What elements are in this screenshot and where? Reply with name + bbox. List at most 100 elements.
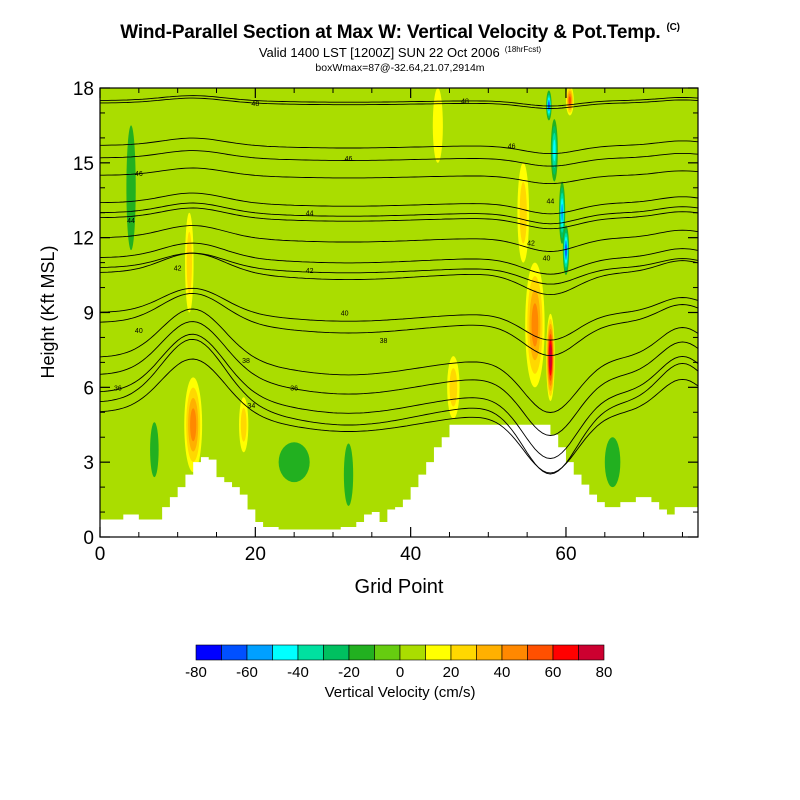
- theta-label-38: 38: [380, 338, 388, 345]
- box-wmax-info: boxWmax=87@-32.64,21.07,2914m: [315, 62, 485, 74]
- colorbar-tick-label: -80: [185, 664, 207, 681]
- colorbar-tick-label: -40: [287, 664, 309, 681]
- velocity-cell-10: [553, 139, 556, 162]
- theta-line-38: [100, 308, 698, 413]
- title-text: Wind-Parallel Section at Max W: Vertical…: [120, 22, 661, 43]
- x-tick-label: 40: [400, 544, 421, 565]
- theta-label-48: 48: [461, 98, 469, 105]
- theta-line-40: [100, 292, 698, 357]
- theta-label-46: 46: [508, 143, 516, 150]
- colorbar-swatch: [246, 644, 273, 661]
- theta-line-34: [100, 358, 698, 474]
- title-tag: (C): [666, 22, 680, 33]
- theta-line-38: [100, 321, 698, 436]
- theta-line-46: [100, 150, 698, 167]
- theta-line-42: [100, 252, 698, 285]
- velocity-cell-12: [565, 244, 567, 257]
- theta-label-40: 40: [341, 311, 349, 318]
- theta-line-36: [100, 338, 698, 475]
- colorbar-swatch: [348, 644, 375, 661]
- colorbar-tick-label: -20: [338, 664, 360, 681]
- theta-line-44: [100, 207, 698, 230]
- colorbar-swatch: [476, 644, 503, 661]
- theta-label-42: 42: [306, 268, 314, 275]
- colorbar-tick-label: 20: [443, 664, 460, 681]
- velocity-cell-5: [531, 303, 539, 347]
- theta-label-48: 48: [251, 101, 259, 108]
- colorbar-swatch: [399, 644, 426, 661]
- chart-subtitle: Valid 1400 LST [1200Z] SUN 22 Oct 2006 (1…: [0, 45, 800, 60]
- colorbar: -80 -60 -40 -20 0 20 40 60 80: [185, 644, 613, 681]
- terrain: [100, 424, 698, 537]
- colorbar-swatch: [195, 644, 222, 661]
- velocity-cell-15: [343, 443, 354, 506]
- y-tick-label: 0: [83, 528, 94, 549]
- colorbar-swatch: [578, 644, 605, 661]
- valid-time: Valid 1400 LST [1200Z] SUN 22 Oct 2006: [258, 45, 500, 60]
- velocity-cell-0: [190, 408, 197, 442]
- colorbar-swatch: [527, 644, 554, 661]
- theta-line-48: [100, 95, 698, 107]
- y-tick-label: 6: [83, 378, 94, 399]
- velocity-cell-7: [568, 96, 571, 105]
- velocity-cell-2: [240, 407, 247, 442]
- colorbar-tick-label: -60: [236, 664, 258, 681]
- colorbar-swatch: [374, 644, 401, 661]
- axes: 0 20 40 60 0 3 6 9 12 15 18: [73, 79, 698, 565]
- theta-line-40: [100, 287, 698, 341]
- theta-line-44: [100, 202, 698, 225]
- velocity-cell-8: [432, 88, 443, 163]
- x-tick-label: 60: [555, 544, 576, 565]
- chart-title: Wind-Parallel Section at Max W: Vertical…: [0, 22, 800, 44]
- colorbar-tick-label: 80: [596, 664, 613, 681]
- theta-line-46: [100, 167, 698, 185]
- velocity-cell-14: [278, 442, 310, 483]
- y-tick-label: 9: [83, 304, 94, 325]
- theta-label-46: 46: [135, 171, 143, 178]
- theta-line-36: [100, 333, 698, 459]
- theta-label-42: 42: [527, 241, 535, 248]
- velocity-field: [126, 88, 621, 506]
- theta-label-38: 38: [242, 358, 250, 365]
- theta-line-42: [100, 225, 698, 252]
- colorbar-swatch: [272, 644, 299, 661]
- theta-label-40: 40: [135, 328, 143, 335]
- x-tick-label: 20: [245, 544, 266, 565]
- theta-label-44: 44: [547, 198, 555, 205]
- colorbar-swatch: [425, 644, 452, 661]
- theta-label-46: 46: [345, 156, 353, 163]
- terrain-mask: [100, 424, 698, 537]
- y-tick-label: 18: [73, 79, 94, 100]
- velocity-cell-9: [548, 101, 550, 110]
- y-tick-label: 12: [73, 229, 94, 250]
- colorbar-swatch: [323, 644, 350, 661]
- theta-label-40: 40: [543, 256, 551, 263]
- velocity-cell-16: [604, 437, 621, 488]
- velocity-cell-6: [549, 349, 552, 366]
- colorbar-swatch: [501, 644, 528, 661]
- y-axis-label: Height (Kft MSL): [38, 245, 58, 378]
- colorbar-swatch: [297, 644, 324, 661]
- colorbar-swatch: [221, 644, 248, 661]
- colorbar-tick-label: 0: [396, 664, 404, 681]
- velocity-cell-17: [150, 422, 159, 478]
- velocity-cell-3: [449, 368, 458, 407]
- theta-label-44: 44: [127, 218, 135, 225]
- theta-line-40: [100, 242, 698, 275]
- colorbar-swatch: [450, 644, 477, 661]
- velocity-cell-1: [186, 231, 192, 294]
- theta-line-44: [100, 192, 698, 215]
- theta-line-46: [100, 137, 698, 155]
- theta-line-48: [100, 97, 698, 109]
- forecast-tag: (18hrFcst): [504, 45, 542, 54]
- y-tick-label: 3: [83, 453, 94, 474]
- colorbar-swatch: [552, 644, 579, 661]
- theta-label-42: 42: [174, 266, 182, 273]
- theta-label-34: 34: [248, 403, 256, 410]
- theta-label-44: 44: [306, 211, 314, 218]
- x-axis-label: Grid Point: [355, 576, 444, 598]
- x-tick-label: 0: [95, 544, 106, 565]
- velocity-cell-4: [519, 182, 527, 244]
